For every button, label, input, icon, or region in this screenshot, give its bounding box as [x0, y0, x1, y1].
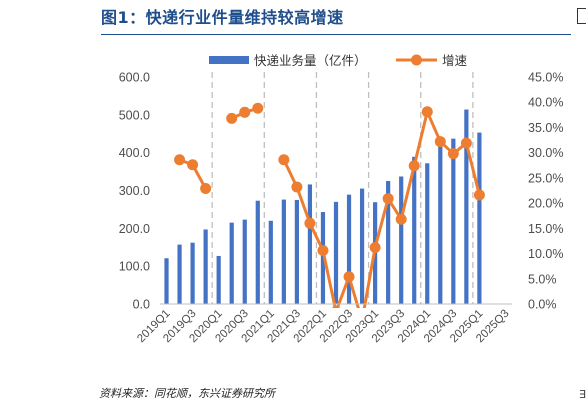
bar [190, 242, 195, 304]
bar [346, 194, 352, 304]
page-corner-glyph: ∃ [579, 388, 586, 401]
growth-point [434, 136, 446, 148]
bar [307, 184, 313, 304]
right-axis-ticks: 0.0% 5.0% 10.0% 15.0% 20.0% 25.0% 30.0% 35.0% 40… [528, 71, 563, 312]
legend-line-marker [411, 54, 422, 66]
right-tick-label: 25.0% [528, 171, 563, 185]
left-tick-label: 400.0 [119, 146, 150, 160]
growth-point [473, 189, 485, 201]
legend-bar-swatch [209, 56, 249, 64]
year-separators [211, 72, 474, 304]
chart-title: 图1：快递行业件量维持较高增速 [101, 8, 344, 27]
growth-line-segment [282, 110, 481, 308]
left-tick-label: 300.0 [119, 184, 150, 198]
growth-point [343, 271, 355, 283]
left-axis-ticks: 0.0 100.0 200.0 300.0 400.0 500.0 600.0 [119, 71, 150, 312]
bar [294, 199, 299, 304]
right-tick-label: 30.0% [528, 146, 563, 160]
bar [425, 163, 430, 304]
growth-point [460, 137, 472, 149]
growth-point [239, 106, 251, 118]
bar [412, 156, 417, 304]
right-tick-label: 20.0% [528, 197, 563, 211]
title-divider [101, 34, 571, 35]
x-axis-ticks: 2019Q12019Q32020Q12020Q32021Q12021Q32022… [135, 308, 511, 345]
bar [177, 244, 182, 304]
growth-point [421, 106, 433, 118]
right-tick-label: 5.0% [528, 272, 557, 286]
left-tick-label: 0.0 [133, 298, 150, 312]
bar [255, 200, 260, 304]
growth-point [187, 159, 199, 171]
bar [203, 229, 208, 304]
line-series [174, 102, 485, 308]
left-tick-label: 600.0 [119, 71, 150, 85]
legend: 快递业务量（亿件） 增速 [209, 53, 468, 68]
bar [438, 139, 443, 304]
bar [229, 222, 234, 304]
right-tick-label: 35.0% [528, 121, 563, 135]
bar [477, 132, 482, 304]
bar [464, 109, 469, 304]
page-corner-mark [577, 8, 586, 24]
bar [216, 255, 221, 304]
growth-point [252, 102, 264, 114]
growth-point [317, 245, 329, 257]
source-note: 资料来源：同花顺，东兴证券研究所 [99, 387, 275, 400]
bar [320, 212, 326, 304]
bar [242, 219, 247, 304]
growth-point [226, 112, 238, 124]
bar [451, 138, 456, 304]
growth-point [278, 154, 290, 166]
left-tick-label: 500.0 [119, 108, 150, 122]
right-tick-label: 10.0% [528, 247, 563, 261]
right-tick-label: 0.0% [528, 298, 557, 312]
growth-point [331, 306, 341, 308]
bar [359, 188, 365, 304]
legend-bar-label: 快递业务量（亿件） [254, 53, 367, 68]
bar [333, 201, 339, 304]
left-tick-label: 200.0 [119, 222, 150, 236]
growth-point [369, 242, 381, 254]
bar [164, 258, 169, 304]
bar [399, 176, 404, 304]
legend-line-label: 增速 [442, 53, 468, 68]
bar [386, 181, 391, 304]
bar [268, 220, 273, 304]
left-tick-label: 100.0 [119, 260, 150, 274]
growth-point [200, 182, 212, 194]
right-tick-label: 45.0% [528, 71, 563, 85]
bar [281, 199, 286, 304]
growth-point [382, 193, 394, 205]
growth-point [291, 181, 303, 193]
growth-point [408, 160, 420, 172]
growth-point [447, 148, 459, 160]
right-tick-label: 15.0% [528, 222, 563, 236]
growth-point [395, 213, 407, 225]
growth-point [174, 154, 186, 166]
right-tick-label: 40.0% [528, 96, 563, 110]
growth-point [304, 217, 316, 229]
